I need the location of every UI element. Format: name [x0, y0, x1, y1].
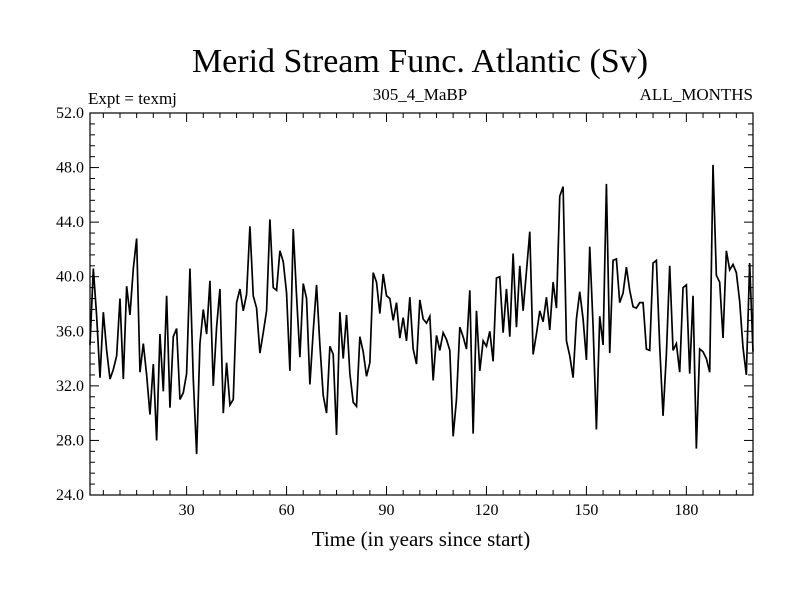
run-label: 305_4_MaBP [373, 85, 467, 104]
series-line [89, 164, 754, 455]
x-tick-label: 30 [179, 502, 195, 519]
chart-title: Merid Stream Func. Atlantic (Sv) [192, 43, 648, 80]
y-tick-label: 36.0 [56, 323, 84, 340]
plot-frame [89, 112, 754, 496]
y-tick-label: 40.0 [56, 269, 84, 286]
y-tick-label: 52.0 [56, 105, 84, 122]
x-axis-label: Time (in years since start) [312, 527, 531, 551]
y-tick-label: 44.0 [56, 214, 84, 231]
axes: 30 60 90 120 150 180 24.0 28.0 32.0 36.0 40.0 44.0 4… [56, 105, 753, 519]
experiment-label: Expt = texmj [88, 89, 177, 108]
x-tick-label: 150 [574, 502, 598, 519]
x-tick-label: 90 [379, 502, 395, 519]
y-tick-label: 48.0 [56, 160, 84, 177]
y-tick-label: 28.0 [56, 432, 84, 449]
period-label: ALL_MONTHS [640, 85, 753, 104]
y-tick-label: 32.0 [56, 378, 84, 395]
series [89, 164, 754, 455]
x-tick-label: 60 [279, 502, 295, 519]
y-tick-label: 24.0 [56, 487, 84, 504]
x-tick-label: 120 [474, 502, 498, 519]
x-tick-label: 180 [674, 502, 698, 519]
